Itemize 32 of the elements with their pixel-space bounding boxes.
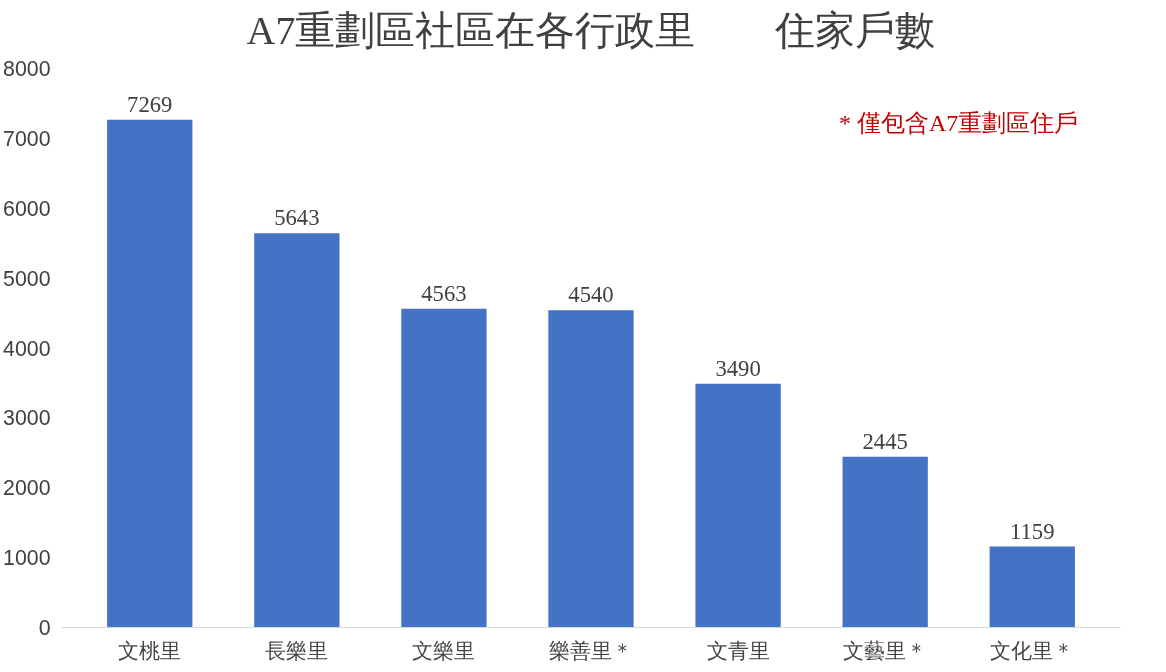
data-label: 7269: [127, 91, 173, 117]
annotation: * 僅包含A7重劃區住戶: [839, 109, 1079, 136]
y-tick-label: 0: [38, 616, 51, 640]
data-label: 5643: [274, 205, 320, 231]
data-label: 3490: [715, 355, 761, 381]
y-tick-label: 4000: [3, 336, 51, 361]
bar: [401, 308, 487, 628]
x-tick-label: 文樂里: [412, 638, 476, 663]
data-label: 4563: [421, 280, 467, 306]
data-label: 2445: [862, 428, 908, 454]
y-tick-label: 3000: [3, 406, 51, 431]
x-tick-label: 樂善里＊: [549, 638, 633, 663]
bar: [107, 119, 193, 628]
bar: [254, 233, 340, 628]
data-label: 1159: [1010, 518, 1055, 544]
x-tick-label: 文青里: [706, 638, 770, 663]
y-tick-label: 6000: [3, 196, 51, 221]
bar: [548, 310, 634, 628]
y-tick-label: 2000: [3, 476, 51, 501]
bar: [842, 456, 928, 628]
x-tick-label: 長樂里: [265, 638, 329, 663]
x-tick-label: 文化里＊: [990, 638, 1075, 663]
x-tick-label: 文藝里＊: [843, 638, 928, 663]
data-label: 4540: [568, 282, 614, 308]
y-tick-label: 5000: [3, 266, 51, 291]
chart-title: A7重劃區社區在各行政里 住家戶數: [246, 7, 936, 53]
y-tick-label: 7000: [3, 127, 51, 152]
y-tick-label: 1000: [3, 546, 51, 571]
y-tick-label: 8000: [3, 57, 51, 82]
x-tick-label: 文桃里: [118, 638, 182, 663]
bar: [989, 546, 1075, 628]
bar: [695, 383, 781, 628]
